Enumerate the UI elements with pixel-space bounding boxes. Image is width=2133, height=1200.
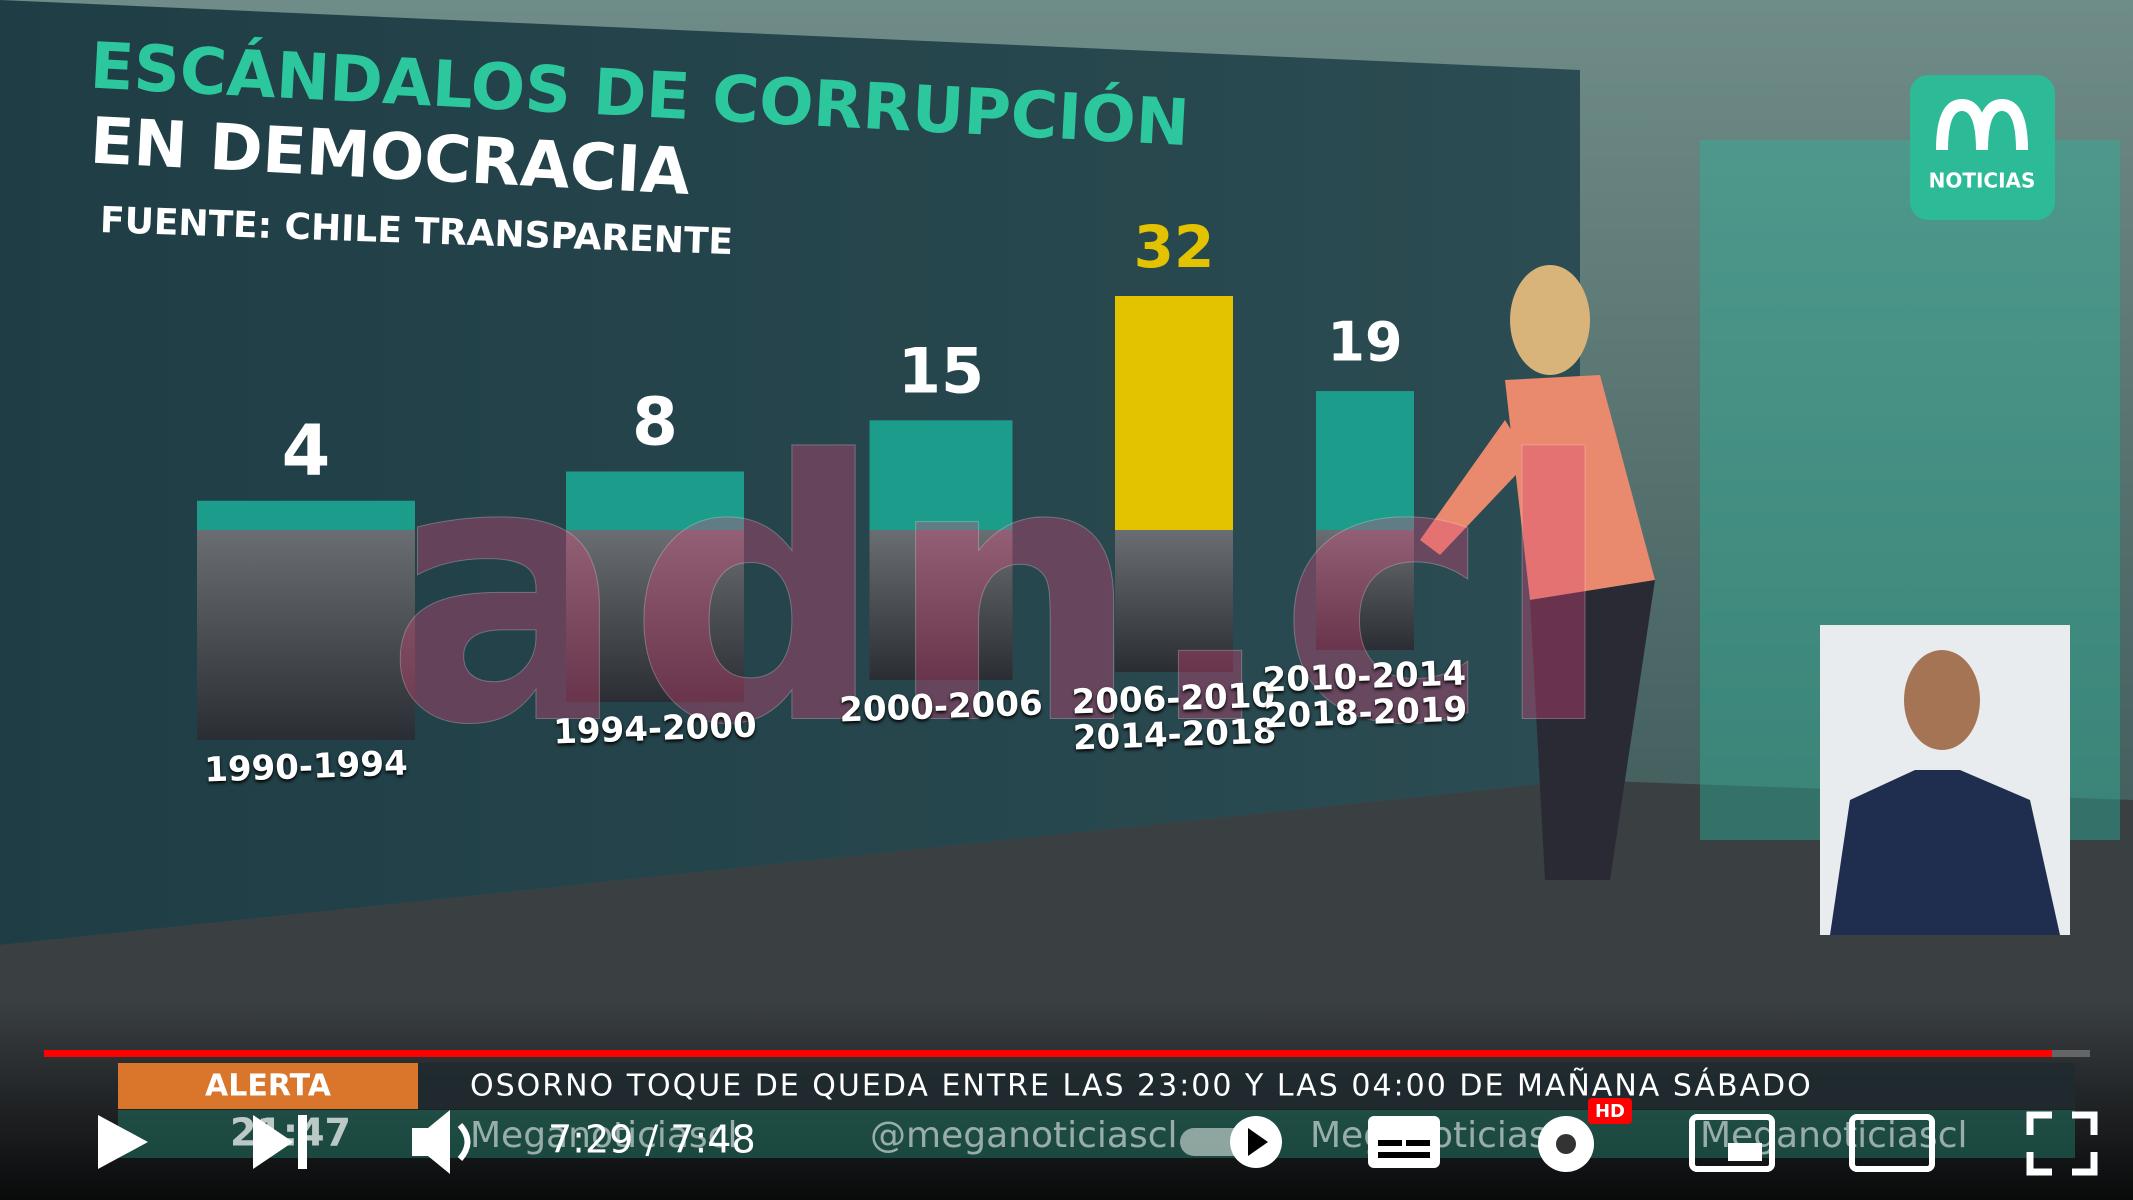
category-label: 1990-1994 (203, 743, 409, 791)
subtitles-button[interactable] (1368, 1116, 1440, 1168)
hd-badge-text: HD (1595, 1101, 1625, 1122)
ticker-band (418, 1063, 2075, 1109)
bar (1316, 391, 1414, 530)
bar-chart: 4 8 15 32 19 (197, 213, 1414, 740)
bar (869, 420, 1013, 530)
interpreter (1830, 770, 2060, 935)
category-label: 1994-2000 (552, 705, 758, 753)
bar (566, 471, 744, 530)
channel-logo-mark (1936, 98, 2028, 151)
bar (1115, 296, 1233, 530)
value-label: 32 (1134, 213, 1215, 281)
value-label: 4 (282, 410, 331, 492)
ticker-text: OSORNO TOQUE DE QUEDA ENTRE LAS 23:00 Y … (470, 1068, 1813, 1104)
president-photo (197, 530, 415, 740)
hd-badge (1588, 1098, 1632, 1124)
presenter (1420, 265, 1655, 880)
ticker-handle: @meganoticiascl (870, 1115, 1178, 1156)
miniplayer-button[interactable] (1689, 1114, 1775, 1172)
president-photo (1316, 530, 1414, 650)
ticker-label-box (118, 1063, 418, 1109)
ticker-handle: Meganoticiascl (470, 1115, 738, 1156)
value-label: 19 (1327, 311, 1402, 374)
category-label: 2010-2014 2018-2019 (1262, 653, 1468, 737)
value-label: 15 (898, 334, 984, 407)
president-photo (566, 530, 744, 702)
category-label: 2006-2010 2014-2018 (1071, 675, 1277, 759)
interpreter-head (1904, 650, 1980, 750)
theater-button[interactable] (1849, 1114, 1935, 1172)
progress-played[interactable] (44, 1050, 2052, 1057)
settings-button[interactable] (1538, 1116, 1594, 1172)
autoplay-toggle[interactable] (1180, 1116, 1282, 1168)
watermark: adn.cl (385, 384, 1615, 803)
ticker-label: ALERTA (205, 1069, 332, 1104)
ticker-clock: 21:47 (230, 1111, 351, 1155)
ticker-handle: Meganoticiascl (1310, 1115, 1578, 1156)
fullscreen-button[interactable] (2026, 1111, 2098, 1176)
president-photo (1115, 530, 1233, 672)
value-label: 8 (632, 384, 678, 461)
play-button[interactable] (98, 1115, 148, 1169)
time-display: 7:29 / 7:48 (548, 1118, 756, 1162)
category-label: 2000-2006 (838, 683, 1044, 731)
next-button[interactable] (253, 1115, 307, 1169)
volume-button[interactable] (412, 1110, 471, 1174)
bar (197, 500, 415, 530)
channel-logo-text: NOTICIAS (1929, 169, 2036, 193)
president-photo (869, 530, 1013, 680)
